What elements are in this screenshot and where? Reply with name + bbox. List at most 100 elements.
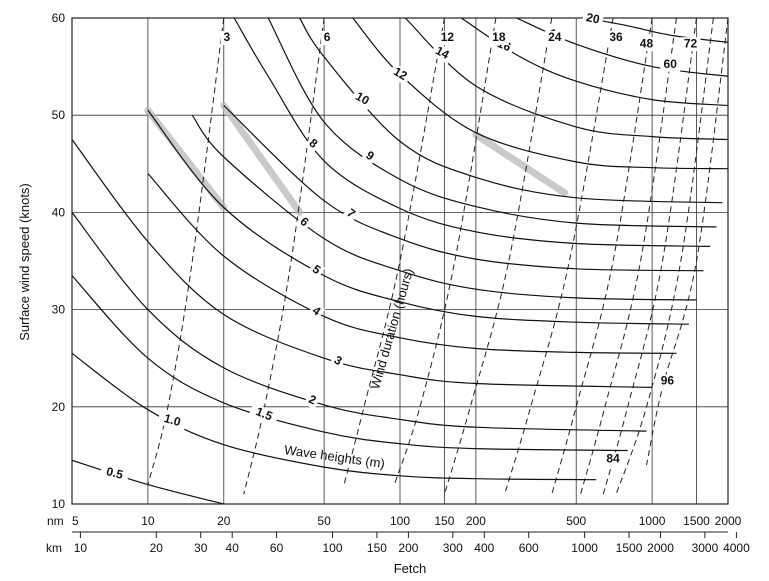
x-tick-label-km: 10: [74, 541, 88, 555]
label-bg: [303, 391, 321, 410]
wave-height-curve-1.5: [71, 275, 628, 452]
wave-height-label-14: 14: [433, 43, 452, 62]
x-tick-label-nm: 1500: [683, 514, 710, 528]
duration-label-12: 12: [441, 30, 455, 44]
y-tick-label: 30: [52, 303, 66, 317]
duration-curve-96: [646, 17, 729, 466]
duration-label-36: 36: [609, 30, 623, 44]
x-tick-label-nm: 2000: [715, 514, 742, 528]
x-tick-label-km: 600: [519, 541, 539, 555]
label-bg: [99, 463, 130, 485]
wave-height-curve-1.0: [71, 352, 597, 481]
wave-height-curve-20: [586, 17, 729, 43]
x-tick-label-nm: 10: [141, 514, 155, 528]
x-tick-label-km: 30: [194, 541, 208, 555]
x-axis-unit-nm: nm: [47, 514, 64, 528]
label-bg: [657, 374, 678, 389]
x-axis-title: Fetch: [394, 561, 427, 576]
y-tick-label: 10: [52, 497, 66, 511]
x-tick-label-nm: 50: [317, 514, 331, 528]
label-bg: [387, 63, 413, 86]
x-tick-label-km: 4000: [723, 541, 750, 555]
duration-label-48: 48: [640, 36, 654, 50]
x-tick-label-nm: 1000: [639, 514, 666, 528]
label-bg: [294, 213, 314, 232]
x-tick-label-km: 1500: [616, 541, 643, 555]
x-tick-label-km: 60: [270, 541, 284, 555]
label-bg: [341, 204, 360, 224]
wave-height-curve-5: [147, 109, 689, 325]
label-bg: [321, 31, 334, 45]
label-bg: [603, 452, 624, 467]
y-tick-label: 40: [52, 205, 66, 219]
label-bg: [248, 402, 280, 427]
y-axis-title: Surface wind speed (knots): [17, 183, 32, 341]
duration-curve-18: [393, 17, 497, 485]
duration-label-6: 6: [324, 30, 331, 44]
x-tick-label-km: 1000: [571, 541, 598, 555]
wave-height-label-10: 10: [353, 89, 372, 108]
shaded-band: [220, 101, 304, 216]
label-bg: [488, 31, 509, 45]
wave-height-curve-9: [267, 17, 717, 228]
wave-height-curve-10: [299, 17, 723, 204]
duration-curve-72: [602, 17, 697, 495]
duration-label-96: 96: [661, 374, 675, 388]
x-tick-label-km: 20: [150, 541, 164, 555]
wave-height-curve-4: [147, 173, 677, 354]
duration-label-72: 72: [684, 36, 698, 50]
label-bg: [220, 31, 233, 45]
label-bg: [329, 352, 347, 371]
duration-label-18: 18: [492, 30, 506, 44]
duration-label-60: 60: [664, 57, 678, 71]
wave-height-curve-18: [516, 17, 729, 77]
x-tick-label-nm: 200: [466, 514, 486, 528]
x-tick-label-nm: 20: [217, 514, 231, 528]
shaded-band: [472, 131, 569, 197]
label-bg: [303, 134, 322, 154]
y-tick-label: 50: [52, 108, 66, 122]
wave-height-label-0.5: 0.5: [105, 464, 125, 482]
wave-height-label-12: 12: [391, 64, 410, 83]
y-tick-label: 60: [52, 11, 66, 25]
label-bg: [606, 31, 627, 45]
curve-labels: 0.51.01.52345678910121416182036121824364…: [99, 10, 701, 485]
x-tick-label-km: 400: [474, 541, 494, 555]
x-tick-label-km: 40: [226, 541, 240, 555]
label-bg: [660, 57, 681, 72]
wave-height-label-20: 20: [585, 10, 601, 27]
label-bg: [156, 410, 188, 432]
duration-curve-24: [443, 17, 553, 495]
duration-curve-3: [147, 17, 225, 485]
label-bg: [307, 302, 326, 321]
x-tick-label-km: 3000: [692, 541, 719, 555]
label-bg: [360, 147, 379, 166]
x-tick-label-nm: 100: [390, 514, 410, 528]
label-bg: [636, 37, 657, 52]
x-tick-label-nm: 500: [566, 514, 586, 528]
x-tick-label-nm: 150: [434, 514, 454, 528]
wave-height-curve-0.5: [71, 459, 224, 505]
wave-height-curve-14: [404, 17, 729, 141]
duration-curve-36: [504, 17, 614, 495]
duration-label-24: 24: [548, 30, 562, 44]
shaded-band: [144, 106, 228, 212]
x-axis-unit-km: km: [46, 541, 62, 555]
wave-height-curve-2: [71, 212, 647, 432]
wave-height-curve-6: [191, 114, 697, 301]
label-bg: [544, 31, 565, 45]
x-tick-label-km: 200: [398, 541, 418, 555]
duration-label-84: 84: [606, 451, 620, 465]
label-bg: [429, 42, 455, 65]
label-bg: [307, 260, 326, 280]
wave-height-label-1.5: 1.5: [254, 404, 275, 423]
x-tick-label-km: 150: [367, 541, 387, 555]
x-tick-label-km: 2000: [647, 541, 674, 555]
wave-height-curves: [71, 17, 729, 505]
wave-height-curve-3: [71, 139, 653, 388]
x-tick-label-km: 300: [443, 541, 463, 555]
duration-curve-60: [580, 17, 677, 495]
y-tick-label: 20: [52, 400, 66, 414]
